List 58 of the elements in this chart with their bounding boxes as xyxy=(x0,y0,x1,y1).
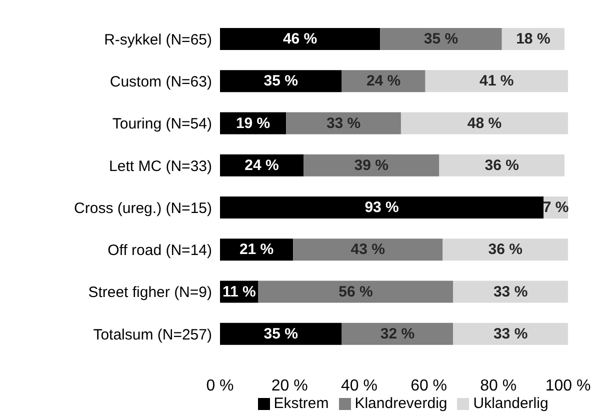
y-tick-label: Custom (N=63) xyxy=(110,74,212,91)
data-label: 35 % xyxy=(264,72,298,90)
bar xyxy=(220,28,380,50)
data-label: 35 % xyxy=(424,30,458,48)
data-label: 43 % xyxy=(350,241,385,258)
data-label: 41 % xyxy=(480,72,514,90)
x-tick-label: 60 % xyxy=(410,377,448,394)
y-tick-label: Totalsum (N=257) xyxy=(93,326,212,344)
bar xyxy=(442,238,568,261)
bar xyxy=(304,154,440,176)
y-tick-label: R-sykkel (N=65) xyxy=(104,31,212,48)
bar xyxy=(342,322,454,345)
data-label: 32 % xyxy=(380,325,415,342)
bar xyxy=(453,280,568,303)
y-tick-label: Cross (ureg.) (N=15) xyxy=(74,200,212,217)
y-tick-label: Touring (N=54) xyxy=(112,116,212,133)
data-label: 39 % xyxy=(354,156,388,174)
data-label: 35 % xyxy=(264,325,298,342)
bar xyxy=(342,70,426,92)
data-label: 18 % xyxy=(516,30,550,48)
data-label: 33 % xyxy=(326,114,361,132)
bar xyxy=(439,154,565,176)
x-tick-label: 40 % xyxy=(340,377,378,394)
y-tick-label: Lett MC (N=33) xyxy=(109,158,212,175)
bar xyxy=(220,154,304,176)
data-label: 19 % xyxy=(236,114,270,132)
bar xyxy=(220,196,544,218)
data-label: 11 % xyxy=(222,283,256,300)
bar xyxy=(220,70,342,92)
data-label: 24 % xyxy=(366,72,401,90)
y-tick-label: Street figher (N=9) xyxy=(88,284,212,302)
data-label: 36 % xyxy=(488,241,522,258)
x-tick-label: 0 % xyxy=(206,377,234,394)
data-label: 21 % xyxy=(239,241,274,258)
data-label: 48 % xyxy=(467,114,502,132)
data-label: 46 % xyxy=(282,30,318,48)
bar xyxy=(453,322,568,345)
x-tick-label: 80 % xyxy=(480,377,517,394)
x-tick-label: 20 % xyxy=(271,377,308,394)
data-label: 33 % xyxy=(493,325,528,342)
y-tick-label: Off road (N=14) xyxy=(108,242,212,260)
bar xyxy=(258,280,454,303)
data-label: 36 % xyxy=(484,156,519,174)
legend-label: Ekstrem xyxy=(274,395,329,412)
data-label: 33 % xyxy=(493,283,528,300)
bar xyxy=(220,322,342,345)
x-tick-label: 100 % xyxy=(545,377,591,394)
bar xyxy=(400,112,568,134)
bar xyxy=(286,112,401,134)
data-label: 7 % xyxy=(542,199,569,216)
bar xyxy=(293,238,443,261)
bar xyxy=(425,70,568,92)
legend-label: Klandreverdig xyxy=(354,395,448,412)
legend-label: Uklanderlig xyxy=(473,395,548,412)
bar xyxy=(380,28,502,50)
data-label: 56 % xyxy=(338,283,373,300)
data-label: 24 % xyxy=(244,156,279,174)
data-label: 93 % xyxy=(364,199,399,216)
